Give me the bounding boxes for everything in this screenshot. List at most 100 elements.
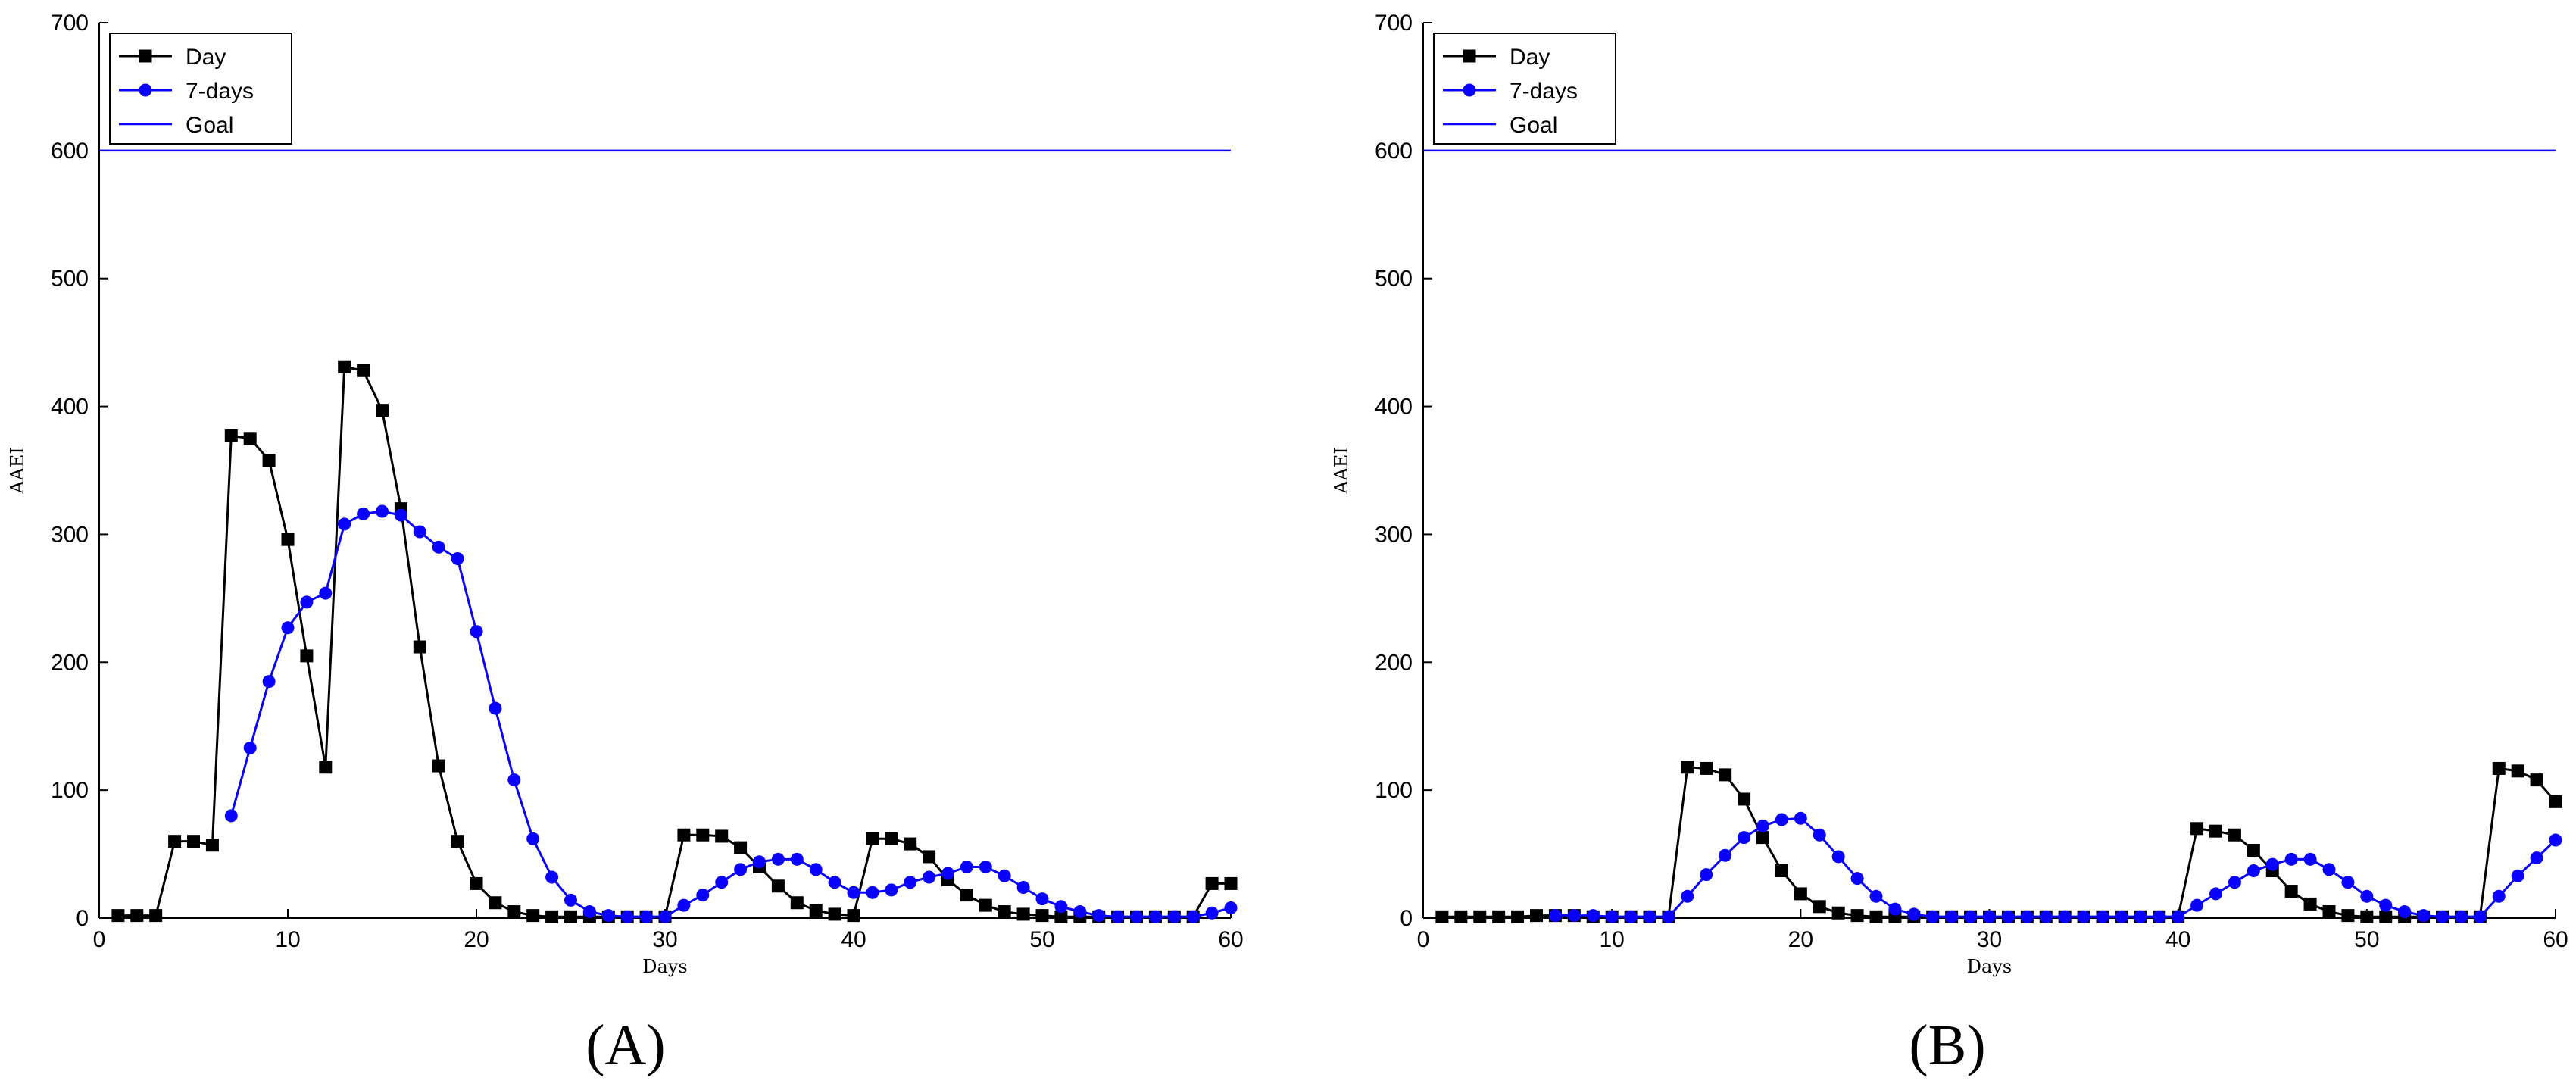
point-seven-days-a: [979, 860, 992, 873]
x-tick-label-a: 60: [1218, 927, 1243, 952]
point-day-a: [262, 453, 276, 467]
series-line-seven-days-a: [229, 510, 1232, 918]
point-seven-days-b: [2303, 852, 2317, 866]
y-tick-label-b: 100: [1375, 778, 1413, 803]
point-seven-days-b: [1983, 910, 1996, 923]
legend-marker-day-a: [139, 49, 152, 63]
point-day-b: [1454, 910, 1468, 923]
point-day-a: [187, 835, 200, 848]
point-seven-days-a: [262, 675, 276, 689]
point-seven-days-b: [2190, 898, 2204, 912]
point-seven-days-a: [376, 504, 389, 518]
point-seven-days-b: [2153, 910, 2166, 923]
point-day-a: [715, 829, 729, 843]
point-seven-days-a: [696, 889, 710, 902]
point-day-b: [2549, 795, 2562, 808]
point-day-a: [300, 649, 314, 663]
x-tick-label-a: 10: [275, 927, 300, 952]
point-day-b: [2492, 761, 2506, 775]
legend-label-a: 7-days: [186, 79, 254, 104]
point-seven-days-a: [281, 621, 295, 635]
y-tick-label-b: 500: [1375, 267, 1413, 292]
point-seven-days-b: [1643, 910, 1656, 923]
x-tick-label-b: 20: [1788, 927, 1813, 952]
point-seven-days-a: [507, 773, 521, 787]
point-seven-days-a: [1073, 905, 1087, 919]
point-day-b: [1435, 910, 1449, 923]
series-line-day-a: [117, 365, 1231, 918]
y-tick-label-a: 300: [51, 522, 89, 547]
point-seven-days-b: [2436, 910, 2449, 923]
point-seven-days-a: [564, 893, 577, 907]
y-tick-label-a: 100: [51, 778, 89, 803]
point-day-b: [2209, 824, 2222, 838]
point-seven-days-b: [1964, 910, 1978, 923]
point-seven-days-a: [771, 852, 785, 866]
legend-label-a: Goal: [186, 113, 233, 138]
point-seven-days-a: [809, 863, 823, 876]
point-seven-days-a: [1016, 880, 1030, 894]
point-day-b: [2284, 885, 2298, 898]
point-seven-days-b: [1738, 831, 1751, 845]
point-day-a: [885, 832, 898, 845]
x-axis-label-a: Days: [642, 956, 687, 977]
point-day-a: [866, 832, 879, 845]
point-day-b: [1473, 910, 1487, 923]
point-seven-days-b: [1605, 910, 1619, 923]
point-day-b: [1530, 909, 1543, 923]
point-day-a: [545, 910, 559, 923]
y-tick-label-a: 700: [51, 11, 89, 36]
point-seven-days-b: [1813, 828, 1826, 842]
point-day-a: [432, 759, 445, 773]
x-tick-label-a: 50: [1029, 927, 1054, 952]
point-seven-days-b: [2228, 876, 2241, 889]
point-seven-days-b: [2247, 864, 2260, 878]
panel-label-a: (A): [585, 1014, 666, 1077]
x-tick-label-b: 40: [2165, 927, 2190, 952]
chart-panel-a: 0 10 20 30 40 50 600100200300400500600700DaysA…: [7, 11, 1244, 1077]
point-seven-days-b: [1850, 872, 1864, 886]
point-day-a: [149, 909, 163, 923]
legend-label-b: Goal: [1510, 113, 1557, 138]
point-seven-days-a: [734, 863, 748, 876]
point-day-a: [168, 835, 182, 848]
x-tick-label-b: 10: [1599, 927, 1624, 952]
series-line-day-b: [1441, 766, 2557, 918]
point-day-b: [1719, 768, 1732, 782]
point-seven-days-b: [2417, 909, 2431, 923]
point-day-b: [2530, 773, 2543, 787]
point-day-b: [2190, 822, 2204, 836]
point-seven-days-b: [1794, 811, 1807, 825]
y-tick-label-a: 400: [51, 395, 89, 420]
point-seven-days-a: [1092, 909, 1106, 923]
point-seven-days-b: [2020, 910, 2034, 923]
point-seven-days-b: [2473, 910, 2487, 923]
y-tick-label-a: 200: [51, 650, 89, 675]
point-seven-days-b: [2001, 910, 2015, 923]
point-day-a: [1035, 909, 1049, 923]
legend-label-b: Day: [1510, 45, 1550, 70]
point-seven-days-a: [300, 595, 314, 609]
point-seven-days-a: [620, 910, 634, 923]
point-seven-days-a: [828, 876, 841, 889]
point-seven-days-b: [1756, 819, 1769, 832]
point-seven-days-b: [1945, 910, 1959, 923]
point-seven-days-b: [2322, 863, 2336, 876]
point-seven-days-b: [2039, 910, 2053, 923]
y-tick-label-b: 200: [1375, 650, 1413, 675]
point-seven-days-a: [904, 876, 917, 889]
point-seven-days-b: [2115, 910, 2128, 923]
point-seven-days-b: [2077, 910, 2090, 923]
point-seven-days-a: [601, 909, 615, 923]
legend-marker-seven-days-a: [139, 83, 152, 97]
y-tick-label-b: 400: [1375, 395, 1413, 420]
point-day-a: [1205, 876, 1219, 890]
point-seven-days-b: [2454, 910, 2468, 923]
point-seven-days-b: [2492, 889, 2506, 903]
point-seven-days-b: [1624, 910, 1638, 923]
point-seven-days-a: [790, 852, 804, 866]
point-day-a: [998, 905, 1011, 919]
point-seven-days-b: [2341, 876, 2355, 889]
point-seven-days-a: [1186, 910, 1200, 923]
point-seven-days-b: [1869, 889, 1883, 903]
